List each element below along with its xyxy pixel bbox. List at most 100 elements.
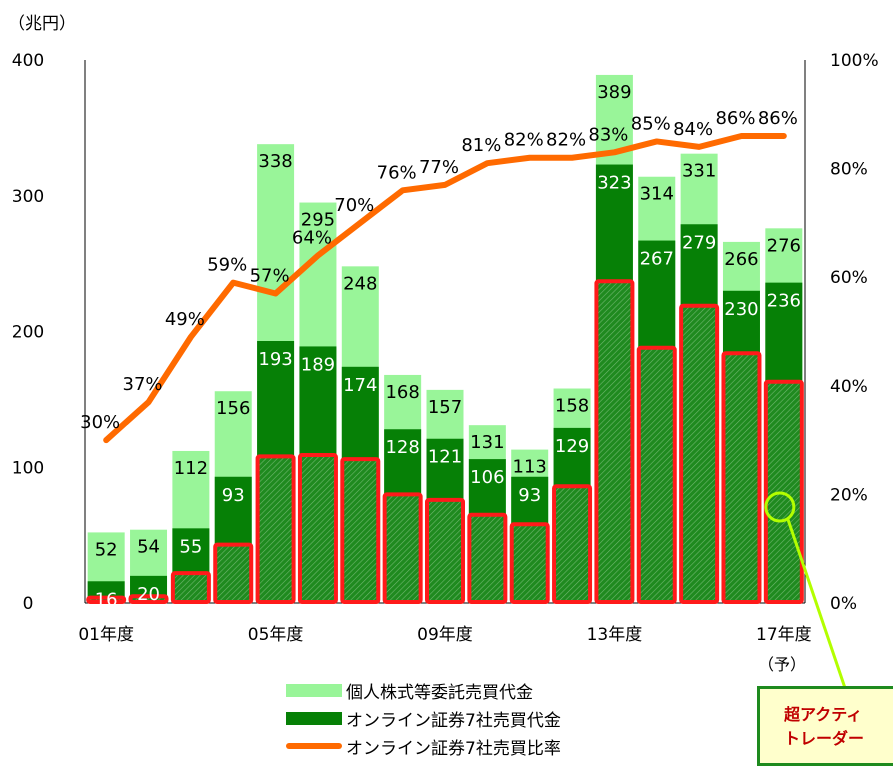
annotation-marker	[764, 491, 796, 523]
callout-line-2: トレーダー	[784, 729, 865, 748]
bar-hyper-active-6	[340, 457, 381, 605]
x-tick-label-0: 01年度	[78, 625, 134, 645]
y-tick-label-2: 200	[12, 323, 44, 343]
label-individual-10: 113	[513, 457, 547, 478]
y-unit-label: （兆円）	[8, 14, 76, 34]
label-ratio-9: 81%	[461, 135, 501, 156]
label-ratio-5: 64%	[292, 227, 332, 248]
y2-tick-label-3: 60%	[830, 268, 868, 288]
label-individual-3: 156	[216, 398, 250, 419]
bar-hyper-active-5	[297, 453, 338, 604]
label-online7-0: 16	[95, 589, 118, 610]
legend-swatch-individual	[286, 683, 342, 697]
label-online7-1: 20	[137, 584, 160, 605]
bar-hyper-active-11	[552, 484, 593, 605]
legend: 個人株式等委託売買代金 オンライン証券7社売買代金 オンライン証券7社売買比率	[286, 676, 561, 760]
label-individual-4: 338	[258, 151, 292, 172]
label-online7-4: 193	[258, 349, 292, 370]
y2-tick-label-4: 80%	[830, 160, 868, 180]
legend-item-ratio: オンライン証券7社売買比率	[286, 732, 561, 760]
bar-hyper-active-1	[128, 594, 169, 605]
label-online7-7: 128	[385, 437, 419, 458]
label-online7-2: 55	[179, 536, 202, 557]
bar-hyper-active-14	[679, 303, 720, 604]
y-tick-label-1: 100	[12, 458, 44, 478]
label-individual-5: 295	[301, 210, 335, 231]
label-individual-14: 331	[682, 161, 716, 182]
label-individual-9: 131	[470, 432, 504, 453]
legend-label-online7: オンライン証券7社売買代金	[346, 710, 561, 731]
label-ratio-2: 49%	[165, 309, 205, 330]
bar-hyper-active-0	[86, 595, 127, 605]
label-online7-16: 236	[767, 291, 801, 312]
label-ratio-13: 85%	[631, 113, 671, 134]
label-online7-13: 267	[640, 249, 674, 270]
label-ratio-10: 82%	[504, 130, 544, 151]
bar-hyper-active-4	[255, 454, 296, 605]
label-online7-12: 323	[597, 173, 631, 194]
label-online7-11: 129	[555, 436, 589, 457]
label-online7-3: 93	[222, 485, 245, 506]
y2-tick-label-0: 0%	[830, 594, 857, 614]
x-tick-label-3: 13年度	[587, 625, 643, 645]
y2-tick-label-2: 40%	[830, 377, 868, 397]
label-ratio-15: 86%	[715, 108, 755, 129]
label-ratio-12: 83%	[588, 124, 628, 145]
label-online7-6: 174	[343, 375, 377, 396]
callout-line-1: 超アクティ	[784, 705, 863, 724]
y-tick-label-3: 300	[12, 187, 44, 207]
label-online7-14: 279	[682, 232, 716, 253]
label-individual-8: 157	[428, 397, 462, 418]
label-online7-8: 121	[428, 447, 462, 468]
x-tick-label-1: 05年度	[248, 625, 304, 645]
legend-item-online7: オンライン証券7社売買代金	[286, 704, 561, 732]
bar-hyper-active-10	[509, 522, 550, 605]
label-ratio-8: 77%	[419, 157, 459, 178]
ratio-line	[103, 133, 787, 444]
label-individual-7: 168	[385, 382, 419, 403]
label-online7-9: 106	[470, 467, 504, 488]
label-ratio-7: 76%	[377, 162, 417, 183]
bar-hyper-active-16	[763, 379, 804, 605]
legend-label-ratio: オンライン証券7社売買比率	[346, 738, 561, 759]
label-online7-15: 230	[724, 299, 758, 320]
label-ratio-4: 57%	[250, 265, 290, 286]
bar-hyper-active-8	[425, 497, 465, 604]
label-individual-11: 158	[555, 396, 589, 417]
label-ratio-1: 37%	[123, 374, 163, 395]
label-individual-2: 112	[174, 458, 208, 479]
label-ratio-16: 86%	[758, 108, 798, 129]
label-individual-15: 266	[724, 249, 758, 270]
bar-hyper-active-7	[382, 492, 423, 604]
label-ratio-3: 59%	[207, 255, 247, 276]
label-online7-10: 93	[518, 485, 541, 506]
legend-swatch-online7	[286, 711, 342, 725]
label-ratio-11: 82%	[546, 130, 586, 151]
label-individual-12: 389	[597, 82, 631, 103]
annotation-callout: 超アクティ トレーダー	[757, 686, 893, 766]
y-tick-label-0: 0	[23, 594, 34, 614]
label-online7-5: 189	[301, 354, 335, 375]
legend-swatch-ratio	[286, 743, 342, 749]
y2-tick-label-5: 100%	[830, 51, 879, 71]
legend-item-individual: 個人株式等委託売買代金	[286, 676, 561, 704]
bar-hyper-active-9	[467, 512, 508, 605]
bar-hyper-active-15	[721, 351, 762, 604]
annotation-leader	[786, 518, 847, 689]
label-individual-0: 52	[95, 539, 118, 560]
x-sublabel: （予）	[758, 655, 807, 674]
bar-hyper-active-12	[594, 279, 635, 604]
bar-hyper-active-3	[213, 542, 254, 605]
x-tick-label-2: 09年度	[417, 625, 473, 645]
legend-label-individual: 個人株式等委託売買代金	[346, 682, 533, 703]
y-tick-label-4: 400	[12, 51, 44, 71]
label-individual-1: 54	[137, 537, 160, 558]
label-individual-13: 314	[640, 184, 674, 205]
label-ratio-0: 30%	[80, 412, 120, 433]
label-ratio-6: 70%	[334, 195, 374, 216]
label-individual-6: 248	[343, 273, 377, 294]
bar-hyper-active-13	[636, 345, 677, 605]
label-ratio-14: 84%	[673, 119, 713, 140]
x-tick-label-4: 17年度	[756, 625, 812, 645]
